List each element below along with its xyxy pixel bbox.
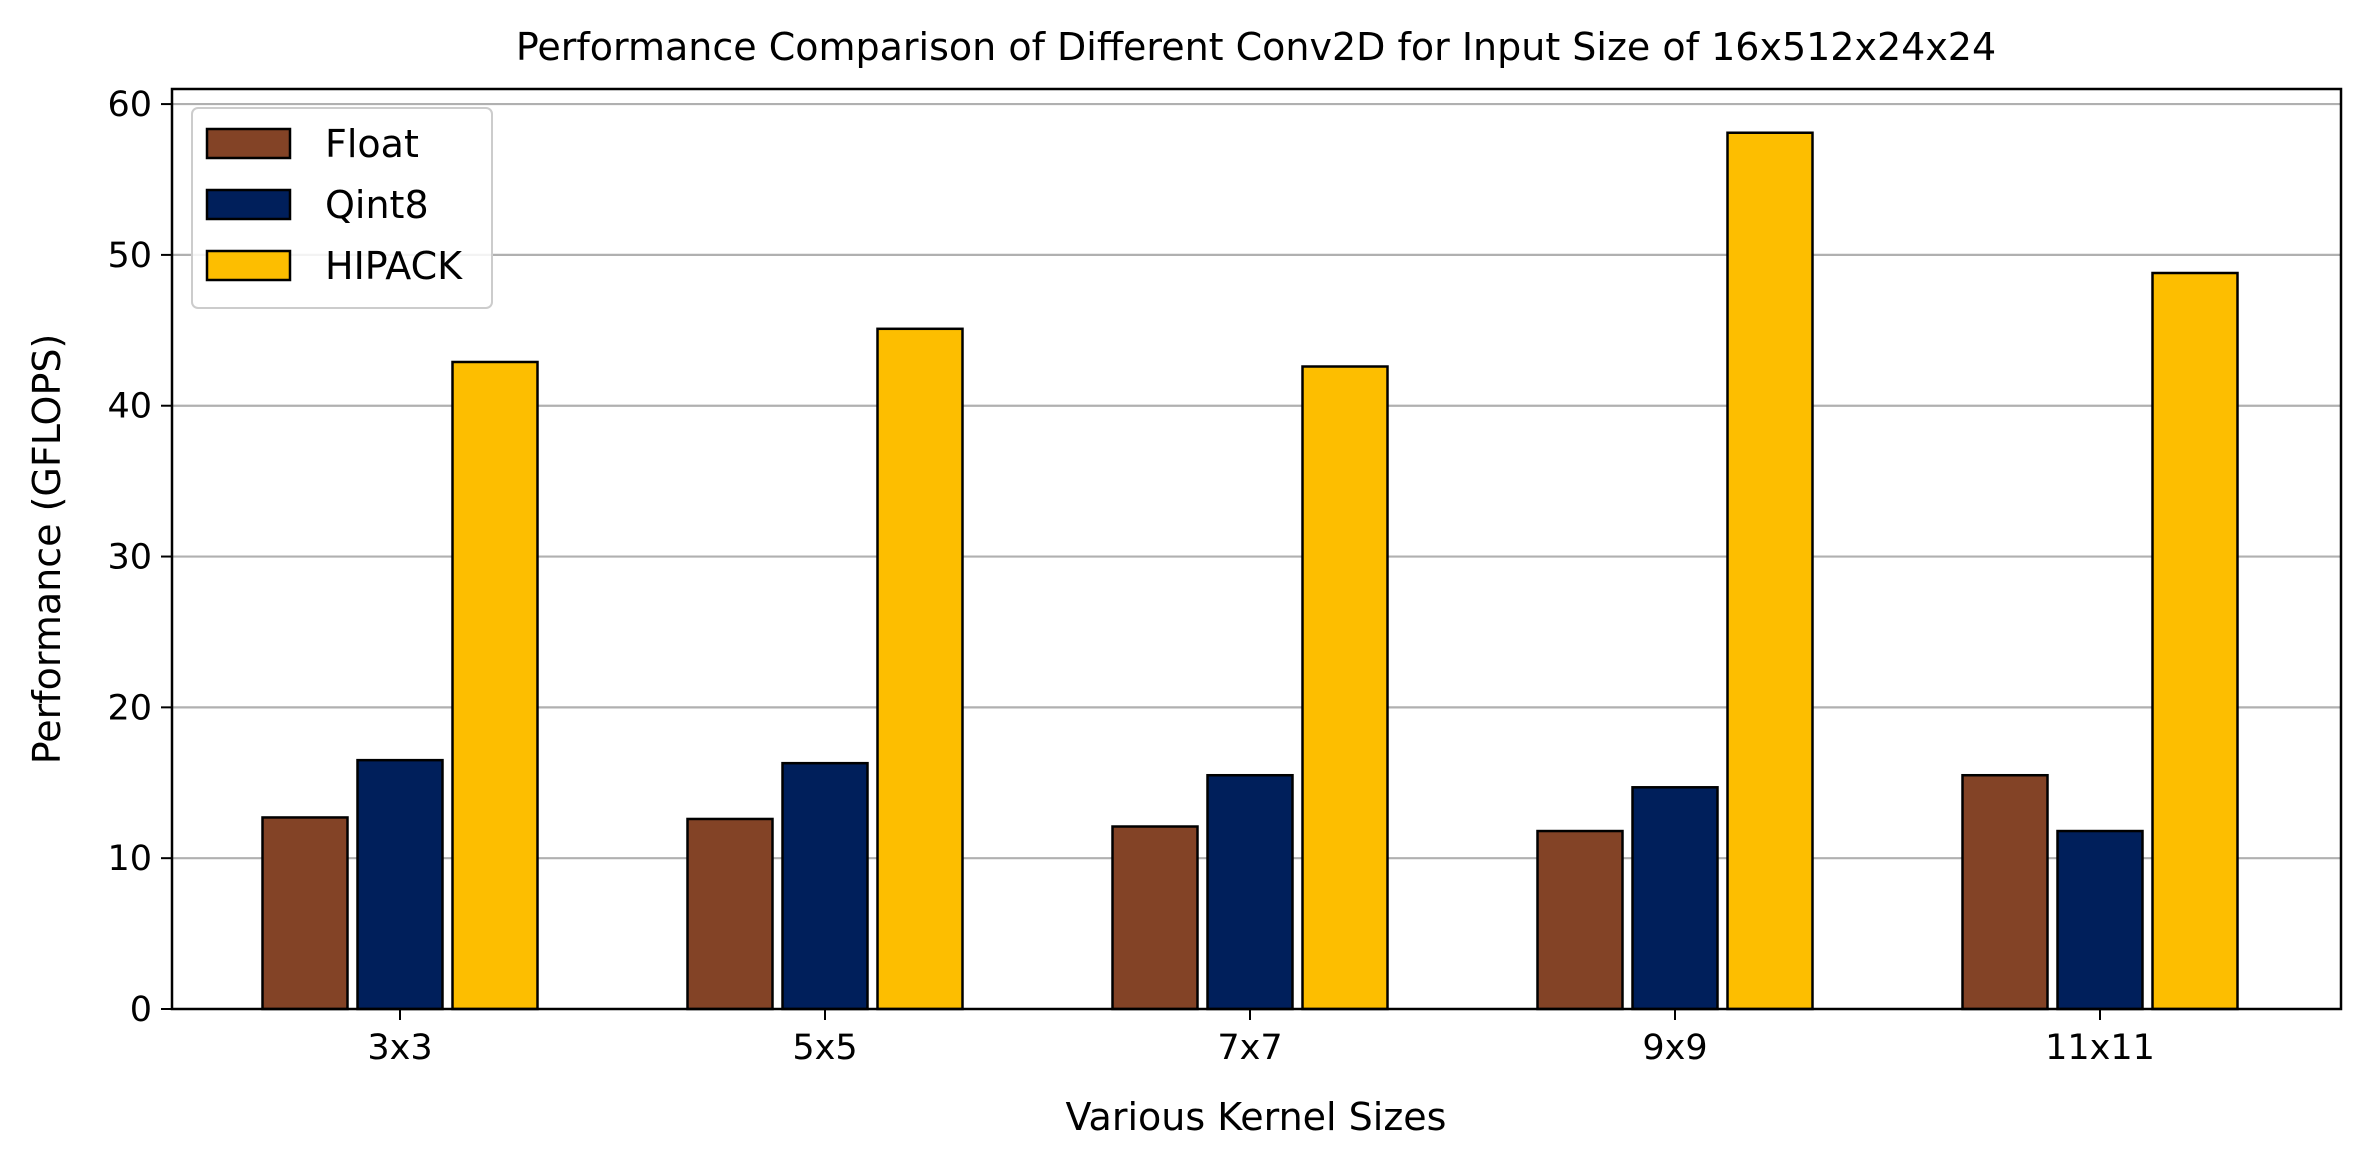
x-axis-title: Various Kernel Sizes bbox=[1066, 1095, 1447, 1139]
bar-qint8-11x11 bbox=[2056, 829, 2144, 1011]
axis-ticks: 0 10 20 30 40 50 60 3x3 5x5 7x7 9x9 11x11 bbox=[107, 85, 2154, 1068]
legend-label-qint8: Qint8 bbox=[325, 183, 429, 227]
bar-hipack-11x11 bbox=[2151, 271, 2239, 1011]
bar-hipack-5x5 bbox=[876, 327, 964, 1011]
legend-swatch-qint8 bbox=[205, 188, 292, 221]
bars bbox=[261, 131, 2239, 1011]
legend-label-float: Float bbox=[325, 122, 419, 166]
y-tick-label: 0 bbox=[130, 990, 152, 1030]
bar-qint8-3x3 bbox=[356, 758, 444, 1011]
bar-float-9x9 bbox=[1536, 829, 1624, 1011]
y-tick-label: 20 bbox=[107, 688, 152, 728]
x-tick-label: 9x9 bbox=[1642, 1028, 1707, 1068]
legend-label-hipack: HIPACK bbox=[325, 244, 463, 288]
y-tick-label: 60 bbox=[107, 85, 152, 125]
bar-float-5x5 bbox=[686, 817, 774, 1011]
plot-frame bbox=[170, 87, 2343, 1011]
bar-qint8-7x7 bbox=[1206, 773, 1294, 1011]
y-tick-label: 30 bbox=[107, 538, 152, 578]
bar-hipack-7x7 bbox=[1301, 365, 1389, 1011]
y-tick-label: 40 bbox=[107, 387, 152, 427]
bar-float-7x7 bbox=[1111, 825, 1199, 1011]
bar-float-3x3 bbox=[261, 816, 349, 1011]
y-axis-title: Performance (GFLOPS) bbox=[25, 334, 69, 765]
bar-float-11x11 bbox=[1961, 773, 2049, 1011]
bar-qint8-5x5 bbox=[781, 761, 869, 1011]
x-tick-label: 5x5 bbox=[792, 1028, 857, 1068]
legend-swatch-hipack bbox=[205, 249, 292, 282]
y-tick-label: 10 bbox=[107, 839, 152, 879]
y-tick-label: 50 bbox=[107, 236, 152, 276]
x-tick-label: 11x11 bbox=[2045, 1028, 2155, 1068]
bar-hipack-3x3 bbox=[451, 360, 539, 1011]
x-tick-label: 3x3 bbox=[367, 1028, 432, 1068]
x-tick-label: 7x7 bbox=[1217, 1028, 1282, 1068]
legend: Float Qint8 HIPACK bbox=[191, 107, 493, 309]
chart-title: Performance Comparison of Different Conv… bbox=[516, 25, 1996, 69]
bar-hipack-9x9 bbox=[1726, 131, 1814, 1011]
legend-swatch-float bbox=[205, 127, 292, 160]
bar-qint8-9x9 bbox=[1631, 786, 1719, 1011]
